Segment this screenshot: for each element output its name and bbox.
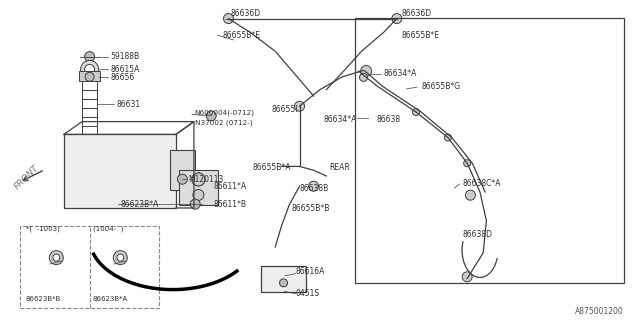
Text: 86638D: 86638D: [462, 230, 492, 239]
Text: M120113: M120113: [188, 175, 223, 184]
Text: 86623B*B: 86623B*B: [26, 296, 61, 302]
Text: 86636D: 86636D: [230, 9, 260, 18]
Text: 86615A: 86615A: [110, 65, 140, 74]
Text: A875001200: A875001200: [575, 307, 624, 316]
Text: 86655B*E: 86655B*E: [402, 31, 440, 40]
Circle shape: [360, 73, 367, 81]
Text: 86634*A: 86634*A: [323, 115, 356, 124]
Circle shape: [392, 13, 402, 24]
Text: REAR: REAR: [330, 164, 350, 172]
Text: N600004(-0712): N600004(-0712): [195, 109, 255, 116]
Circle shape: [413, 108, 419, 116]
Bar: [170, 150, 195, 190]
Text: N37002 (0712-): N37002 (0712-): [195, 120, 252, 126]
Circle shape: [49, 251, 63, 265]
Circle shape: [464, 160, 470, 167]
Text: (1004-  ): (1004- ): [93, 225, 123, 232]
Circle shape: [117, 254, 124, 261]
Circle shape: [177, 174, 188, 184]
Text: *(  -1003): *( -1003): [26, 225, 60, 232]
Circle shape: [84, 64, 95, 75]
Text: 86656: 86656: [110, 73, 134, 82]
Text: 86655B*E: 86655B*E: [223, 31, 260, 40]
FancyBboxPatch shape: [64, 134, 176, 208]
Circle shape: [206, 111, 216, 121]
Bar: [20, 226, 159, 308]
Circle shape: [223, 13, 234, 24]
Text: 86616A: 86616A: [296, 268, 325, 276]
Bar: [79, 71, 100, 81]
Bar: [355, 18, 624, 283]
FancyBboxPatch shape: [261, 266, 306, 292]
Text: FRONT: FRONT: [13, 164, 41, 192]
Text: 86636D: 86636D: [402, 9, 432, 18]
Circle shape: [294, 101, 305, 111]
Circle shape: [192, 173, 205, 186]
Circle shape: [462, 272, 472, 282]
Circle shape: [113, 251, 127, 265]
Text: 86655B*B: 86655B*B: [291, 204, 330, 213]
Circle shape: [85, 72, 94, 81]
Circle shape: [280, 279, 287, 287]
Text: 0451S: 0451S: [296, 289, 320, 298]
Text: 86623B*A: 86623B*A: [93, 296, 128, 302]
Text: 86638: 86638: [376, 115, 401, 124]
Circle shape: [360, 66, 372, 76]
Text: 86655I: 86655I: [272, 105, 298, 114]
Circle shape: [308, 181, 319, 191]
Text: 86634*A: 86634*A: [384, 69, 417, 78]
Text: 86623B*A: 86623B*A: [120, 200, 159, 209]
Text: 86638B: 86638B: [300, 184, 329, 193]
Text: 86611*B: 86611*B: [214, 200, 247, 209]
Text: 86655B*G: 86655B*G: [421, 82, 460, 91]
Circle shape: [190, 199, 200, 209]
Text: 86611*A: 86611*A: [214, 182, 247, 191]
FancyBboxPatch shape: [179, 170, 218, 205]
Text: 59188B: 59188B: [110, 52, 140, 61]
Circle shape: [53, 254, 60, 261]
Text: 86631: 86631: [116, 100, 141, 108]
Circle shape: [192, 173, 205, 186]
Text: 86655B*A: 86655B*A: [253, 164, 291, 172]
Text: 86638C*A: 86638C*A: [462, 179, 500, 188]
Circle shape: [465, 190, 476, 200]
Circle shape: [84, 52, 95, 62]
Circle shape: [445, 134, 451, 141]
Circle shape: [193, 189, 204, 200]
Circle shape: [81, 60, 99, 78]
